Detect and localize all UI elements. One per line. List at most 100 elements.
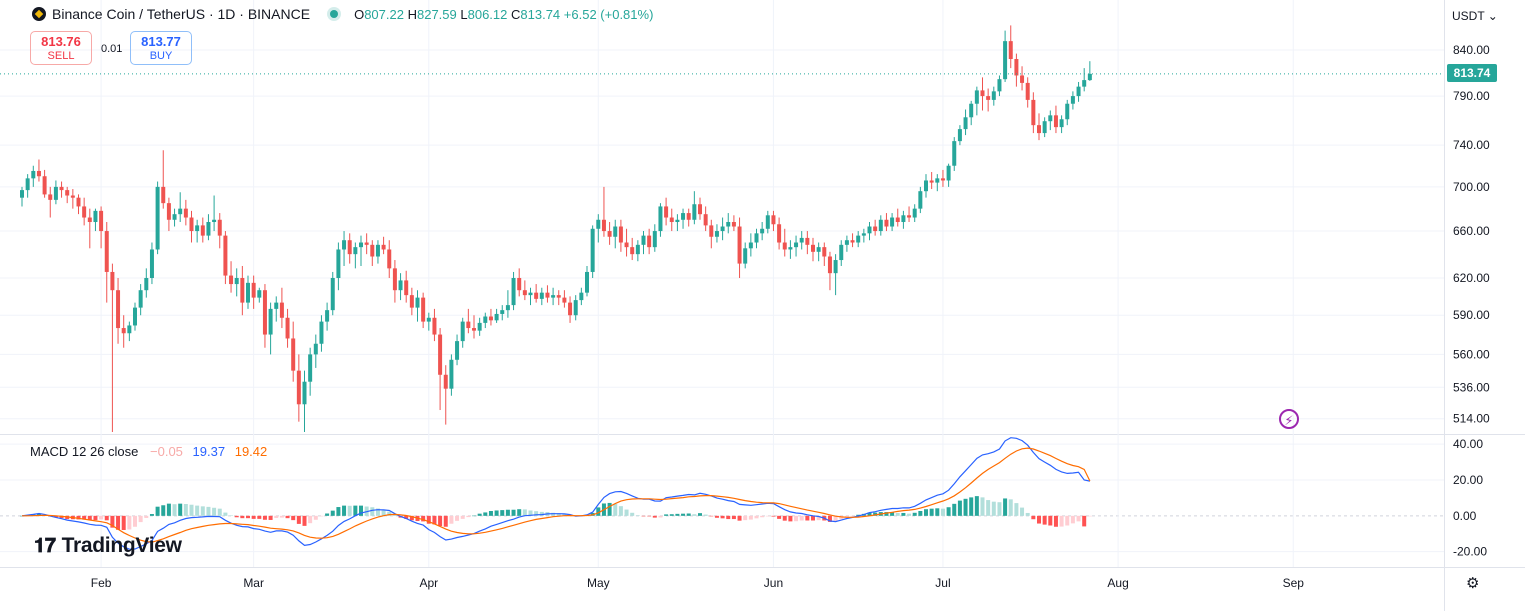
candle (1037, 113, 1041, 141)
candle-body (494, 313, 499, 321)
sell-button[interactable]: 813.76 SELL (30, 31, 92, 65)
candle (511, 271, 516, 311)
candle-body (534, 292, 539, 299)
candle (777, 217, 782, 250)
macd-histogram-bar (816, 515, 821, 521)
macd-histogram-bar (788, 515, 793, 522)
candle-body (607, 231, 612, 237)
macd-legend[interactable]: MACD 12 26 close −0.05 19.37 19.42 (30, 444, 267, 459)
candle (460, 317, 465, 348)
macd-histogram-bar (1003, 498, 1008, 516)
settings-gear-icon[interactable]: ⚙ (1466, 575, 1480, 592)
macd-histogram-bar (873, 512, 878, 516)
candle (313, 334, 318, 368)
candle (867, 222, 872, 241)
candle-body (70, 195, 75, 198)
candle-body (539, 292, 544, 299)
macd-histogram-bar (381, 510, 386, 516)
candle (342, 231, 347, 266)
candle (952, 137, 957, 171)
macd-histogram-bar (1076, 515, 1081, 522)
macd-histogram-bar (500, 510, 505, 516)
candle (172, 208, 177, 227)
macd-histogram-bar (912, 512, 917, 516)
candle-body (867, 226, 872, 234)
macd-histogram-bar (991, 501, 996, 516)
price-tick-label: 660.00 (1453, 224, 1490, 238)
candle-body (991, 91, 996, 100)
candle (562, 290, 567, 308)
macd-histogram-bar (257, 515, 262, 519)
macd-histogram-bar (726, 515, 731, 520)
candle-body (850, 240, 855, 243)
candle-body (279, 302, 284, 318)
macd-histogram-bar (246, 515, 250, 519)
candle (986, 88, 991, 112)
candle (924, 174, 928, 198)
candle-body (195, 225, 200, 232)
candle-body (308, 354, 313, 382)
candle (308, 347, 313, 396)
macd-histogram-bar (291, 515, 296, 521)
candle-body (511, 277, 516, 306)
candle (421, 292, 426, 329)
candle (794, 235, 799, 257)
candle-body (1031, 99, 1036, 126)
candle-body (421, 297, 426, 322)
macd-histogram-bar (121, 515, 126, 530)
macd-histogram-bar (737, 515, 742, 521)
candle (601, 186, 606, 237)
currency-selector[interactable]: USDT ⌄ (1452, 9, 1498, 23)
candle-body (48, 194, 53, 200)
low-value: 806.12 (467, 6, 508, 22)
time-tick-label: May (587, 576, 610, 590)
candle-body (104, 231, 109, 272)
candle (528, 287, 533, 306)
candle (426, 312, 431, 331)
candle-body (381, 244, 386, 250)
candle (901, 210, 906, 229)
macd-value: 19.37 (192, 444, 226, 459)
candle-body (585, 271, 589, 293)
macd-histogram-bar (375, 508, 380, 516)
macd-histogram-bar (856, 514, 861, 516)
candle (279, 287, 284, 329)
macd-histogram-bar (325, 513, 330, 516)
macd-histogram-bar (330, 510, 335, 516)
candle-body (347, 240, 352, 255)
macd-histogram-bar (805, 515, 810, 521)
candle (980, 77, 985, 111)
candle (686, 208, 691, 227)
candle (590, 225, 595, 278)
macd-tick-label: 40.00 (1453, 437, 1483, 451)
tradingview-logo[interactable]: 𝟏𝟕 TradingView (34, 534, 182, 558)
candle (573, 295, 578, 321)
candle-body (720, 226, 725, 232)
candle-body (901, 215, 906, 223)
candle (36, 159, 41, 182)
candle-body (59, 186, 64, 191)
candle-body (121, 328, 126, 334)
symbol-title[interactable]: Binance Coin / TetherUS · 1D · BINANCE (52, 6, 311, 22)
macd-histogram-bar (76, 515, 81, 520)
candle (918, 186, 923, 214)
candle (325, 302, 330, 331)
candle (907, 206, 912, 223)
candle-body (172, 214, 177, 220)
candle (330, 271, 335, 316)
candle-body (861, 233, 866, 236)
candle-body (974, 90, 979, 104)
macd-histogram-bar (957, 500, 962, 516)
macd-histogram-bar (466, 515, 471, 518)
buy-button[interactable]: 813.77 BUY (130, 31, 192, 65)
candle (522, 280, 527, 301)
change-value: +6.52 (+0.81%) (563, 6, 654, 22)
lightning-icon[interactable]: ⚡ (1279, 409, 1299, 429)
macd-histogram-bar (1025, 512, 1030, 516)
price-tick-label: 560.00 (1453, 347, 1490, 361)
macd-line (21, 437, 1091, 550)
candle-body (1053, 115, 1058, 128)
candle-body (110, 271, 115, 291)
candle (274, 296, 279, 322)
